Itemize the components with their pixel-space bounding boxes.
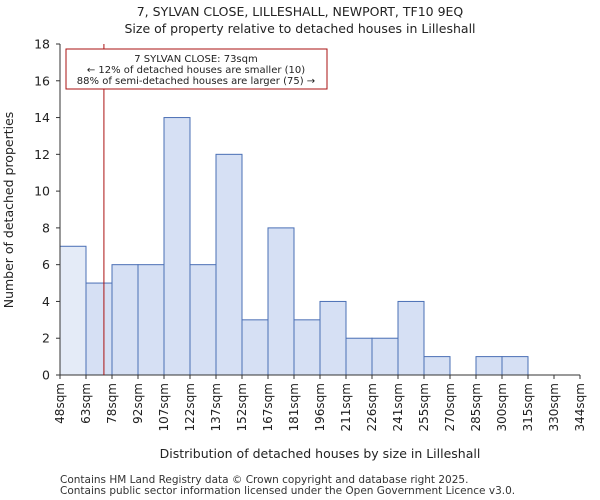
bar-241sqm (397, 300, 425, 376)
annotation-line-1: 7 SYLVAN CLOSE: 73sqm (134, 54, 257, 65)
bar-122sqm (189, 264, 217, 376)
x-tick-label: 226sqm (365, 383, 379, 431)
x-tick-label: 92sqm (131, 383, 145, 424)
y-axis-label: Number of detached properties (1, 112, 16, 309)
annotation-line-2: ← 12% of detached houses are smaller (10… (87, 65, 305, 76)
bar-137sqm (215, 153, 243, 376)
x-tick-label: 181sqm (287, 383, 301, 431)
x-tick-label: 167sqm (261, 383, 275, 431)
x-tick-label: 270sqm (443, 383, 457, 431)
annotation-line-3: 88% of semi-detached houses are larger (… (77, 76, 315, 87)
x-tick-label: 300sqm (495, 383, 509, 431)
y-tick-label: 16 (34, 73, 50, 88)
x-tick-label: 241sqm (391, 383, 405, 431)
bar-181sqm (293, 319, 321, 376)
bar-300sqm (501, 356, 529, 376)
x-tick-label: 107sqm (157, 383, 171, 431)
chart-subtitle: Size of property relative to detached ho… (124, 21, 476, 36)
x-tick-label: 196sqm (313, 383, 327, 431)
bar-63sqm (85, 282, 113, 376)
x-tick-label: 211sqm (339, 383, 353, 431)
chart-title: 7, SYLVAN CLOSE, LILLESHALL, NEWPORT, TF… (136, 4, 464, 19)
annotation-box: 7 SYLVAN CLOSE: 73sqm ← 12% of detached … (65, 48, 328, 90)
footer-licence: Contains public sector information licen… (60, 485, 516, 497)
y-tick-label: 8 (42, 220, 50, 235)
y-tick-label: 2 (42, 331, 50, 346)
x-tick-label: 137sqm (209, 383, 223, 431)
y-tick-label: 14 (34, 110, 50, 125)
x-tick-label: 122sqm (183, 383, 197, 431)
bar-167sqm (267, 227, 295, 376)
bar-255sqm (423, 356, 451, 376)
y-tick-label: 4 (42, 294, 50, 309)
bar-211sqm (345, 337, 373, 376)
x-tick-label: 285sqm (469, 383, 483, 431)
x-tick-label: 344sqm (573, 383, 587, 431)
y-tick-label: 6 (42, 257, 50, 272)
bar-107sqm (163, 117, 191, 376)
bar-196sqm (319, 300, 347, 376)
x-tick-label: 78sqm (105, 383, 119, 424)
bar-226sqm (371, 337, 399, 376)
y-tick-label: 18 (34, 37, 50, 52)
footer-copyright: Contains HM Land Registry data © Crown c… (60, 474, 469, 486)
bar-48sqm (59, 245, 87, 376)
bar-78sqm (111, 264, 139, 376)
x-tick-label: 255sqm (417, 383, 431, 431)
x-tick-label: 63sqm (79, 383, 93, 424)
x-tick-label: 315sqm (521, 383, 535, 431)
bar-152sqm (241, 319, 269, 376)
bar-92sqm (137, 264, 165, 376)
y-tick-label: 10 (34, 184, 50, 199)
x-tick-label: 48sqm (53, 383, 67, 424)
y-tick-label: 0 (42, 368, 50, 383)
x-tick-label: 330sqm (547, 383, 561, 431)
y-tick-label: 12 (34, 147, 50, 162)
x-axis-label: Distribution of detached houses by size … (160, 446, 481, 461)
bar-285sqm (475, 356, 503, 376)
x-tick-label: 152sqm (235, 383, 249, 431)
